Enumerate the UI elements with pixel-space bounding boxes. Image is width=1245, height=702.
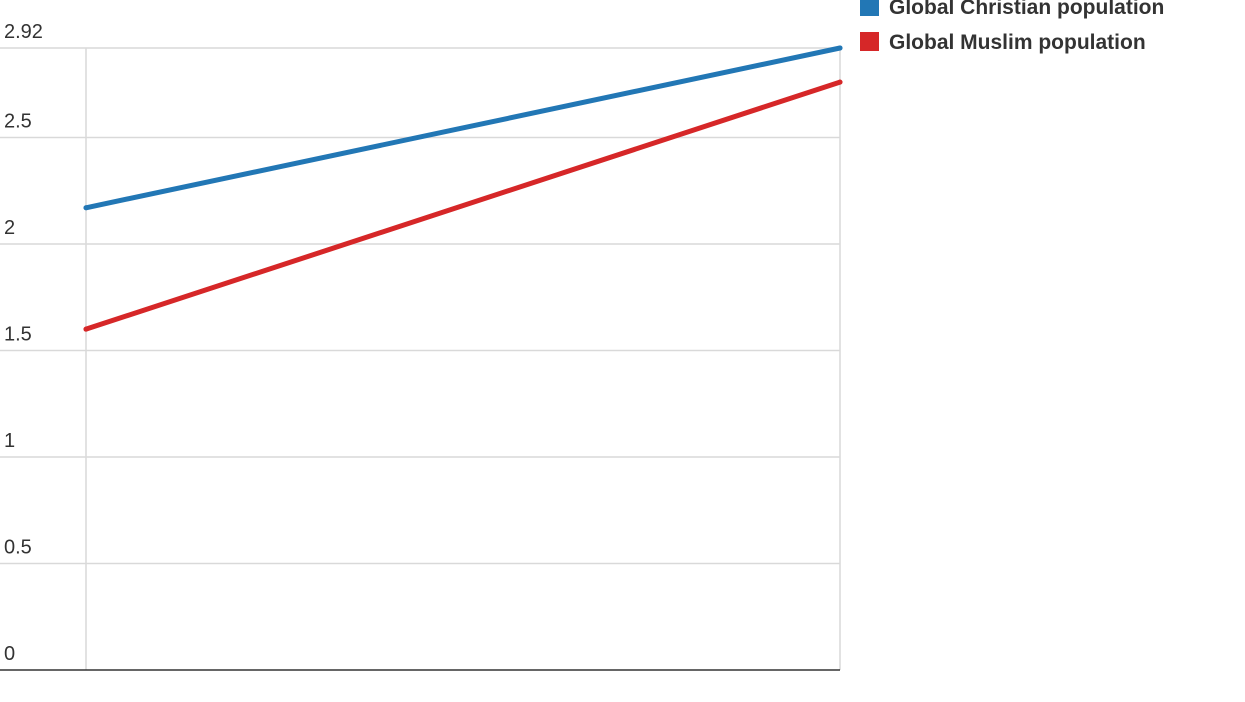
y-tick-label: 2.5 [4,110,32,132]
y-axis-ticks: 0 0.5 1 1.5 2 2.5 2.92 [4,21,43,665]
y-tick-label: 0 [4,643,15,665]
legend: Global Christian population Global Muslim… [860,0,1164,54]
legend-swatch [860,32,879,51]
y-tick-label: 2 [4,217,15,239]
series-point-1 [83,326,89,332]
y-tick-label: 1.5 [4,323,32,345]
series-line-1 [83,79,843,332]
y-tick-label: 0.5 [4,536,32,558]
series-line-0 [83,45,843,211]
series-point-1 [837,79,843,85]
y-tick-label: 1 [4,430,15,452]
plot-area [83,45,843,332]
legend-label: Global Muslim population [889,31,1146,54]
y-tick-label: 2.92 [4,21,43,43]
series-point-0 [837,45,843,51]
legend-label: Global Christian population [889,0,1164,19]
series-point-0 [83,205,89,211]
gridlines [0,47,841,670]
legend-swatch [860,0,879,16]
